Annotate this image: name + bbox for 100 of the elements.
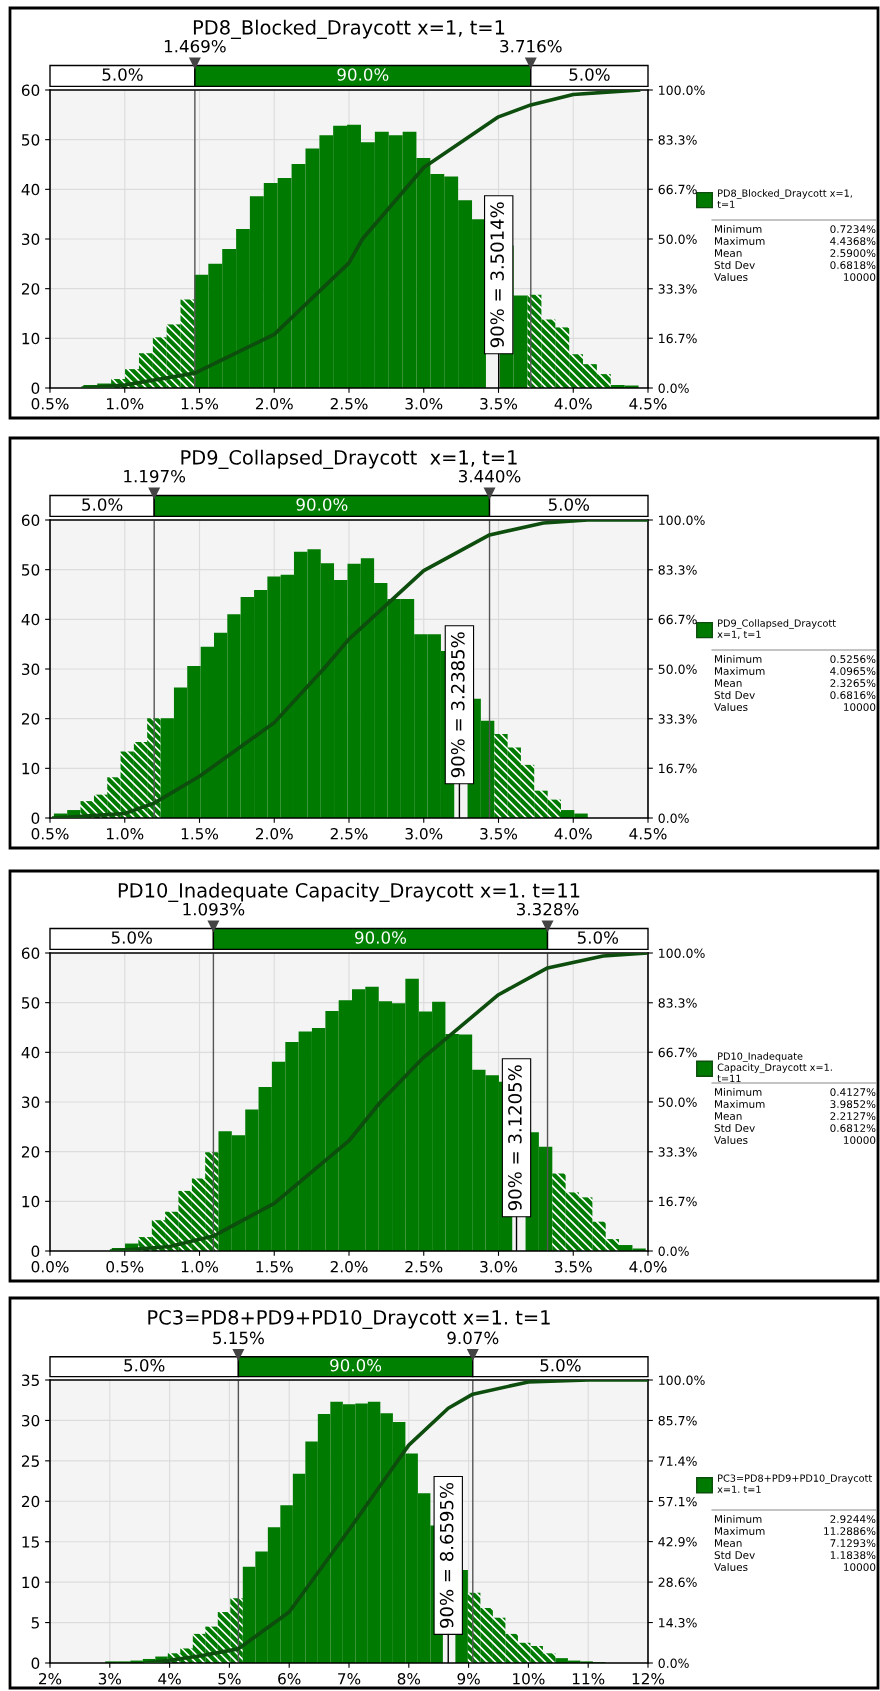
text: 5.0% [124, 1358, 165, 1372]
text: 11.2886% [824, 1527, 876, 1536]
text: Values [714, 272, 748, 282]
legend-label: PC3=PD8+PD9+PD10_Draycott x=1. t=1 [717, 1474, 872, 1493]
text: Mean [715, 1539, 742, 1548]
text: 0.6812% [830, 1124, 876, 1133]
y2-tick-label: 83.3% [658, 998, 697, 1008]
x-tick-label: 1.5% [181, 827, 219, 840]
x-tick-label: 4% [158, 1672, 181, 1685]
y2-tick-label: 71.4% [658, 1456, 697, 1466]
text: 90.0% [330, 1358, 382, 1372]
text: 5.0% [102, 68, 143, 81]
text: 1.1838% [830, 1551, 876, 1560]
y-tick-label: 60 [21, 947, 40, 960]
ref-line-label: 90% = 3.1205% [508, 1065, 522, 1211]
y2-tick-label: 16.7% [659, 1196, 697, 1207]
x-tick-label: 4.5% [629, 397, 667, 410]
x-tick-label: 0.0% [31, 1260, 69, 1273]
y-tick-label: 20 [21, 1146, 40, 1158]
text: Maximum [715, 1099, 765, 1109]
y2-tick-label: 85.7% [658, 1415, 697, 1426]
y2-tick-label: 0.0% [658, 1246, 689, 1256]
text: Mean [715, 249, 742, 258]
x-tick-label: 1.0% [107, 397, 144, 410]
x-tick-label: 2.5% [405, 1260, 443, 1273]
text: Minimum [715, 1514, 762, 1524]
x-tick-label: 3.0% [480, 1260, 518, 1273]
x-tick-label: 4.0% [554, 397, 592, 410]
y2-tick-label: 66.7% [658, 614, 697, 625]
x-tick-label: 9% [457, 1672, 480, 1685]
text: 0.7234% [830, 225, 876, 234]
x-tick-label: 0.5% [31, 397, 69, 410]
y-tick-label: 60 [21, 84, 40, 97]
y2-tick-label: 50.0% [658, 1097, 697, 1107]
text: 7.1293% [830, 1539, 876, 1548]
y-tick-label: 10 [22, 1576, 40, 1589]
y-tick-label: 40 [21, 613, 40, 626]
y-tick-label: 30 [22, 233, 40, 246]
x-tick-label: 4.0% [629, 1260, 667, 1273]
x-tick-label: 10% [513, 1672, 545, 1685]
y2-tick-label: 66.7% [658, 184, 697, 195]
y-tick-label: 10 [22, 1195, 40, 1208]
y-tick-label: 5 [31, 1617, 39, 1629]
legend-label: PD10_Inadequate Capacity_Draycott x=1. t=11 [717, 1052, 832, 1082]
ref-line-label: 1.093% [183, 902, 245, 916]
ref-line-label: 9.07% [447, 1331, 499, 1345]
text: 10000 [844, 1136, 876, 1145]
text: 0.5256% [830, 655, 876, 664]
text: Std Dev [714, 1550, 755, 1560]
x-tick-label: 2% [39, 1672, 62, 1685]
x-tick-label: 2.0% [255, 827, 293, 840]
x-tick-label: 3.5% [480, 397, 518, 410]
y2-tick-label: 100.0% [659, 85, 705, 95]
text: Values [714, 1135, 748, 1145]
x-tick-label: 3.0% [405, 397, 443, 410]
text: 2.2127% [830, 1112, 876, 1121]
text: 2.5900% [830, 249, 876, 258]
y2-tick-label: 28.6% [658, 1577, 697, 1587]
text: 5.0% [577, 931, 619, 944]
text: Values [714, 1562, 748, 1572]
x-tick-label: 7% [338, 1672, 361, 1685]
text: Mean [715, 679, 742, 688]
y-tick-label: 15 [22, 1536, 39, 1548]
x-tick-label: 1.5% [256, 1260, 293, 1273]
x-tick-label: 2.0% [330, 1260, 368, 1273]
text: Minimum [715, 654, 762, 664]
text: 5.0% [548, 498, 590, 511]
ref-line-label: 90% = 8.6595% [439, 1482, 454, 1628]
legend-label: PD8_Blocked_Draycott x=1, t=1 [717, 189, 852, 208]
y-tick-label: 10 [22, 762, 40, 775]
y2-tick-label: 14.3% [659, 1618, 697, 1628]
text: Minimum [715, 224, 762, 234]
text: Mean [715, 1112, 742, 1121]
text: Values [714, 702, 748, 712]
y-tick-label: 0 [31, 1657, 40, 1670]
y-tick-label: 40 [21, 1046, 40, 1059]
y-tick-label: 40 [21, 183, 40, 196]
text: 2.9244% [830, 1515, 876, 1524]
y2-tick-label: 50.0% [658, 664, 697, 674]
y2-tick-label: 0.0% [658, 813, 689, 823]
x-tick-label: 0.5% [31, 827, 69, 840]
x-tick-label: 3.0% [405, 827, 443, 840]
text: 4.0965% [830, 667, 876, 676]
x-tick-label: 2.5% [330, 397, 368, 410]
ref-line-label: 1.469% [164, 39, 226, 53]
text: 90.0% [355, 931, 407, 944]
y-tick-label: 50 [22, 997, 40, 1009]
ref-line-label: 3.328% [517, 902, 579, 916]
y2-tick-label: 66.7% [658, 1047, 697, 1058]
text: Maximum [715, 1526, 765, 1536]
x-tick-label: 8% [397, 1672, 421, 1685]
y2-tick-label: 33.3% [658, 284, 697, 294]
y-tick-label: 20 [21, 713, 40, 725]
text: Std Dev [714, 690, 755, 700]
chart-title: PD8_Blocked_Draycott x=1, t=1 [193, 19, 505, 40]
x-tick-label: 5% [218, 1672, 241, 1685]
chart-title: PC3=PD8+PD9+PD10_Draycott x=1. t=1 [148, 1310, 550, 1330]
text: 90.0% [337, 68, 389, 81]
y-tick-label: 0 [31, 1245, 40, 1258]
text: 10000 [844, 1563, 876, 1572]
